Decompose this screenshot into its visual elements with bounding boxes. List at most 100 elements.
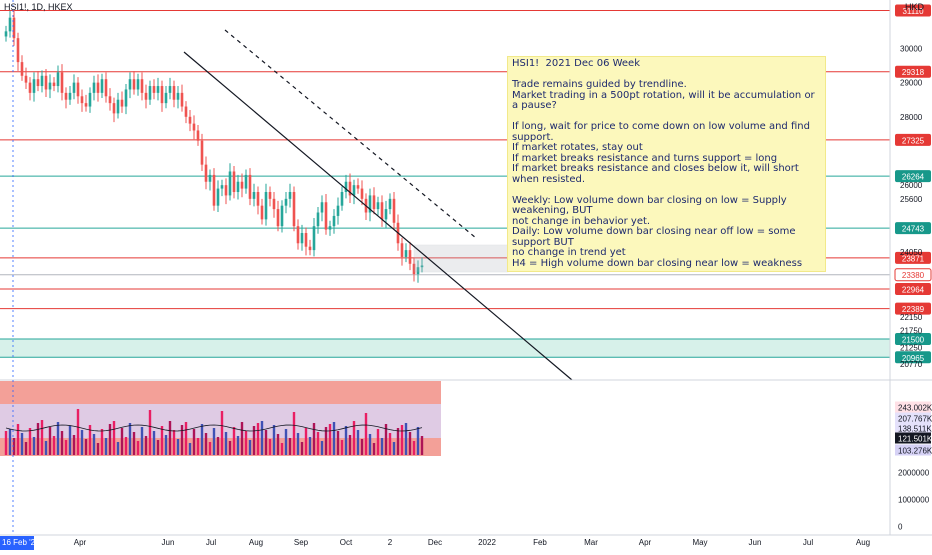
candle-body (296, 226, 300, 244)
level-tag (895, 4, 931, 17)
volume-axis-label: 103.276K (898, 447, 932, 456)
candle-body (180, 92, 184, 107)
candle-body (372, 195, 376, 210)
support-zone (0, 338, 890, 358)
volume-bar (176, 439, 180, 455)
candle-body (176, 92, 180, 100)
candle-body (224, 185, 228, 196)
volume-bar (332, 422, 336, 455)
volume-bar (28, 428, 32, 455)
candle-body (408, 250, 412, 264)
volume-bar (364, 413, 368, 455)
candle-body (68, 92, 72, 100)
y-tick-label: 25600 (900, 195, 923, 204)
analysis-note[interactable]: HSI1! 2021 Dec 06 Week Trade remains gui… (507, 56, 826, 272)
candle-body (12, 17, 16, 39)
candle-body (136, 79, 140, 90)
candle-body (108, 96, 112, 104)
volume-bar (56, 422, 60, 455)
currency-label: HKD (905, 2, 925, 12)
volume-bar (108, 424, 112, 455)
candle-body (72, 82, 76, 93)
volume-bar (88, 425, 92, 455)
candle-body (260, 205, 264, 220)
candle-body (8, 17, 12, 32)
x-tick-label: Feb (533, 538, 547, 547)
volume-bar (284, 429, 288, 455)
volume-bar (420, 436, 424, 455)
volume-bar (328, 424, 332, 455)
candle-body (252, 192, 256, 199)
y-tick-label: 26000 (900, 181, 923, 190)
volume-bar (208, 442, 212, 455)
volume-bar (180, 425, 184, 455)
candle-body (52, 82, 56, 87)
candle-body (100, 79, 104, 93)
volume-axis-label: 1000000 (898, 496, 930, 505)
volume-bar (236, 436, 240, 455)
trendlines-layer (183, 29, 573, 381)
date-highlight-label: 16 Feb '21 (2, 538, 40, 547)
candle-body (216, 188, 220, 206)
volume-bar (324, 427, 328, 455)
volume-bar (360, 439, 364, 455)
range-box (413, 244, 509, 273)
volume-bar (272, 425, 276, 455)
candle-body (376, 202, 380, 210)
level-tag-label: 27325 (902, 136, 925, 145)
x-tick-label: Jun (162, 538, 175, 547)
level-tag (895, 170, 931, 183)
candle-body (240, 181, 244, 189)
volume-bar (204, 433, 208, 455)
candle-body (200, 140, 204, 165)
volume-bar (308, 437, 312, 455)
candle-body (192, 123, 196, 131)
volume-bar (148, 410, 152, 455)
candle-body (244, 174, 248, 189)
y-tick-label: 28000 (900, 113, 923, 122)
level-tag-label: 22389 (902, 305, 925, 314)
x-tick-label: Apr (74, 538, 87, 547)
volume-bar (368, 434, 372, 455)
volume-bar (72, 435, 76, 455)
volume-bar (216, 437, 220, 455)
candle-body (140, 79, 144, 93)
volume-bar (244, 431, 248, 455)
candle-body (24, 75, 28, 83)
candle-body (416, 267, 420, 275)
y-tick-label: 22150 (900, 313, 923, 322)
candle-body (184, 106, 188, 117)
level-tag-label: 31110 (902, 7, 924, 16)
volume-bar (76, 409, 80, 455)
volume-bar (256, 423, 260, 455)
candle-body (400, 243, 404, 257)
candle-body (116, 99, 120, 114)
trendline-solid (183, 51, 573, 381)
volume-bar (336, 431, 340, 455)
candle-body (44, 75, 48, 90)
x-tick-label: Oct (340, 538, 353, 547)
volume-bar (304, 428, 308, 455)
candle-body (276, 209, 280, 227)
volume-tag (895, 432, 931, 444)
candle-body (404, 250, 408, 257)
level-tag (895, 332, 931, 345)
candle-body (340, 192, 344, 206)
volume-bar (348, 435, 352, 455)
candle-body (300, 233, 304, 244)
volume-bar (36, 423, 40, 455)
x-tick-label: Sep (294, 538, 309, 547)
volume-bar (224, 432, 228, 455)
volume-layer (0, 381, 441, 456)
candle-body (156, 86, 160, 93)
volume-bar (252, 426, 256, 455)
candle-body (312, 226, 316, 251)
volume-bar (104, 438, 108, 455)
candle-body (164, 92, 168, 104)
candle-body (84, 103, 88, 107)
y-tick-label: 20770 (900, 360, 923, 369)
candle-body (4, 31, 8, 37)
candle-body (168, 86, 172, 93)
